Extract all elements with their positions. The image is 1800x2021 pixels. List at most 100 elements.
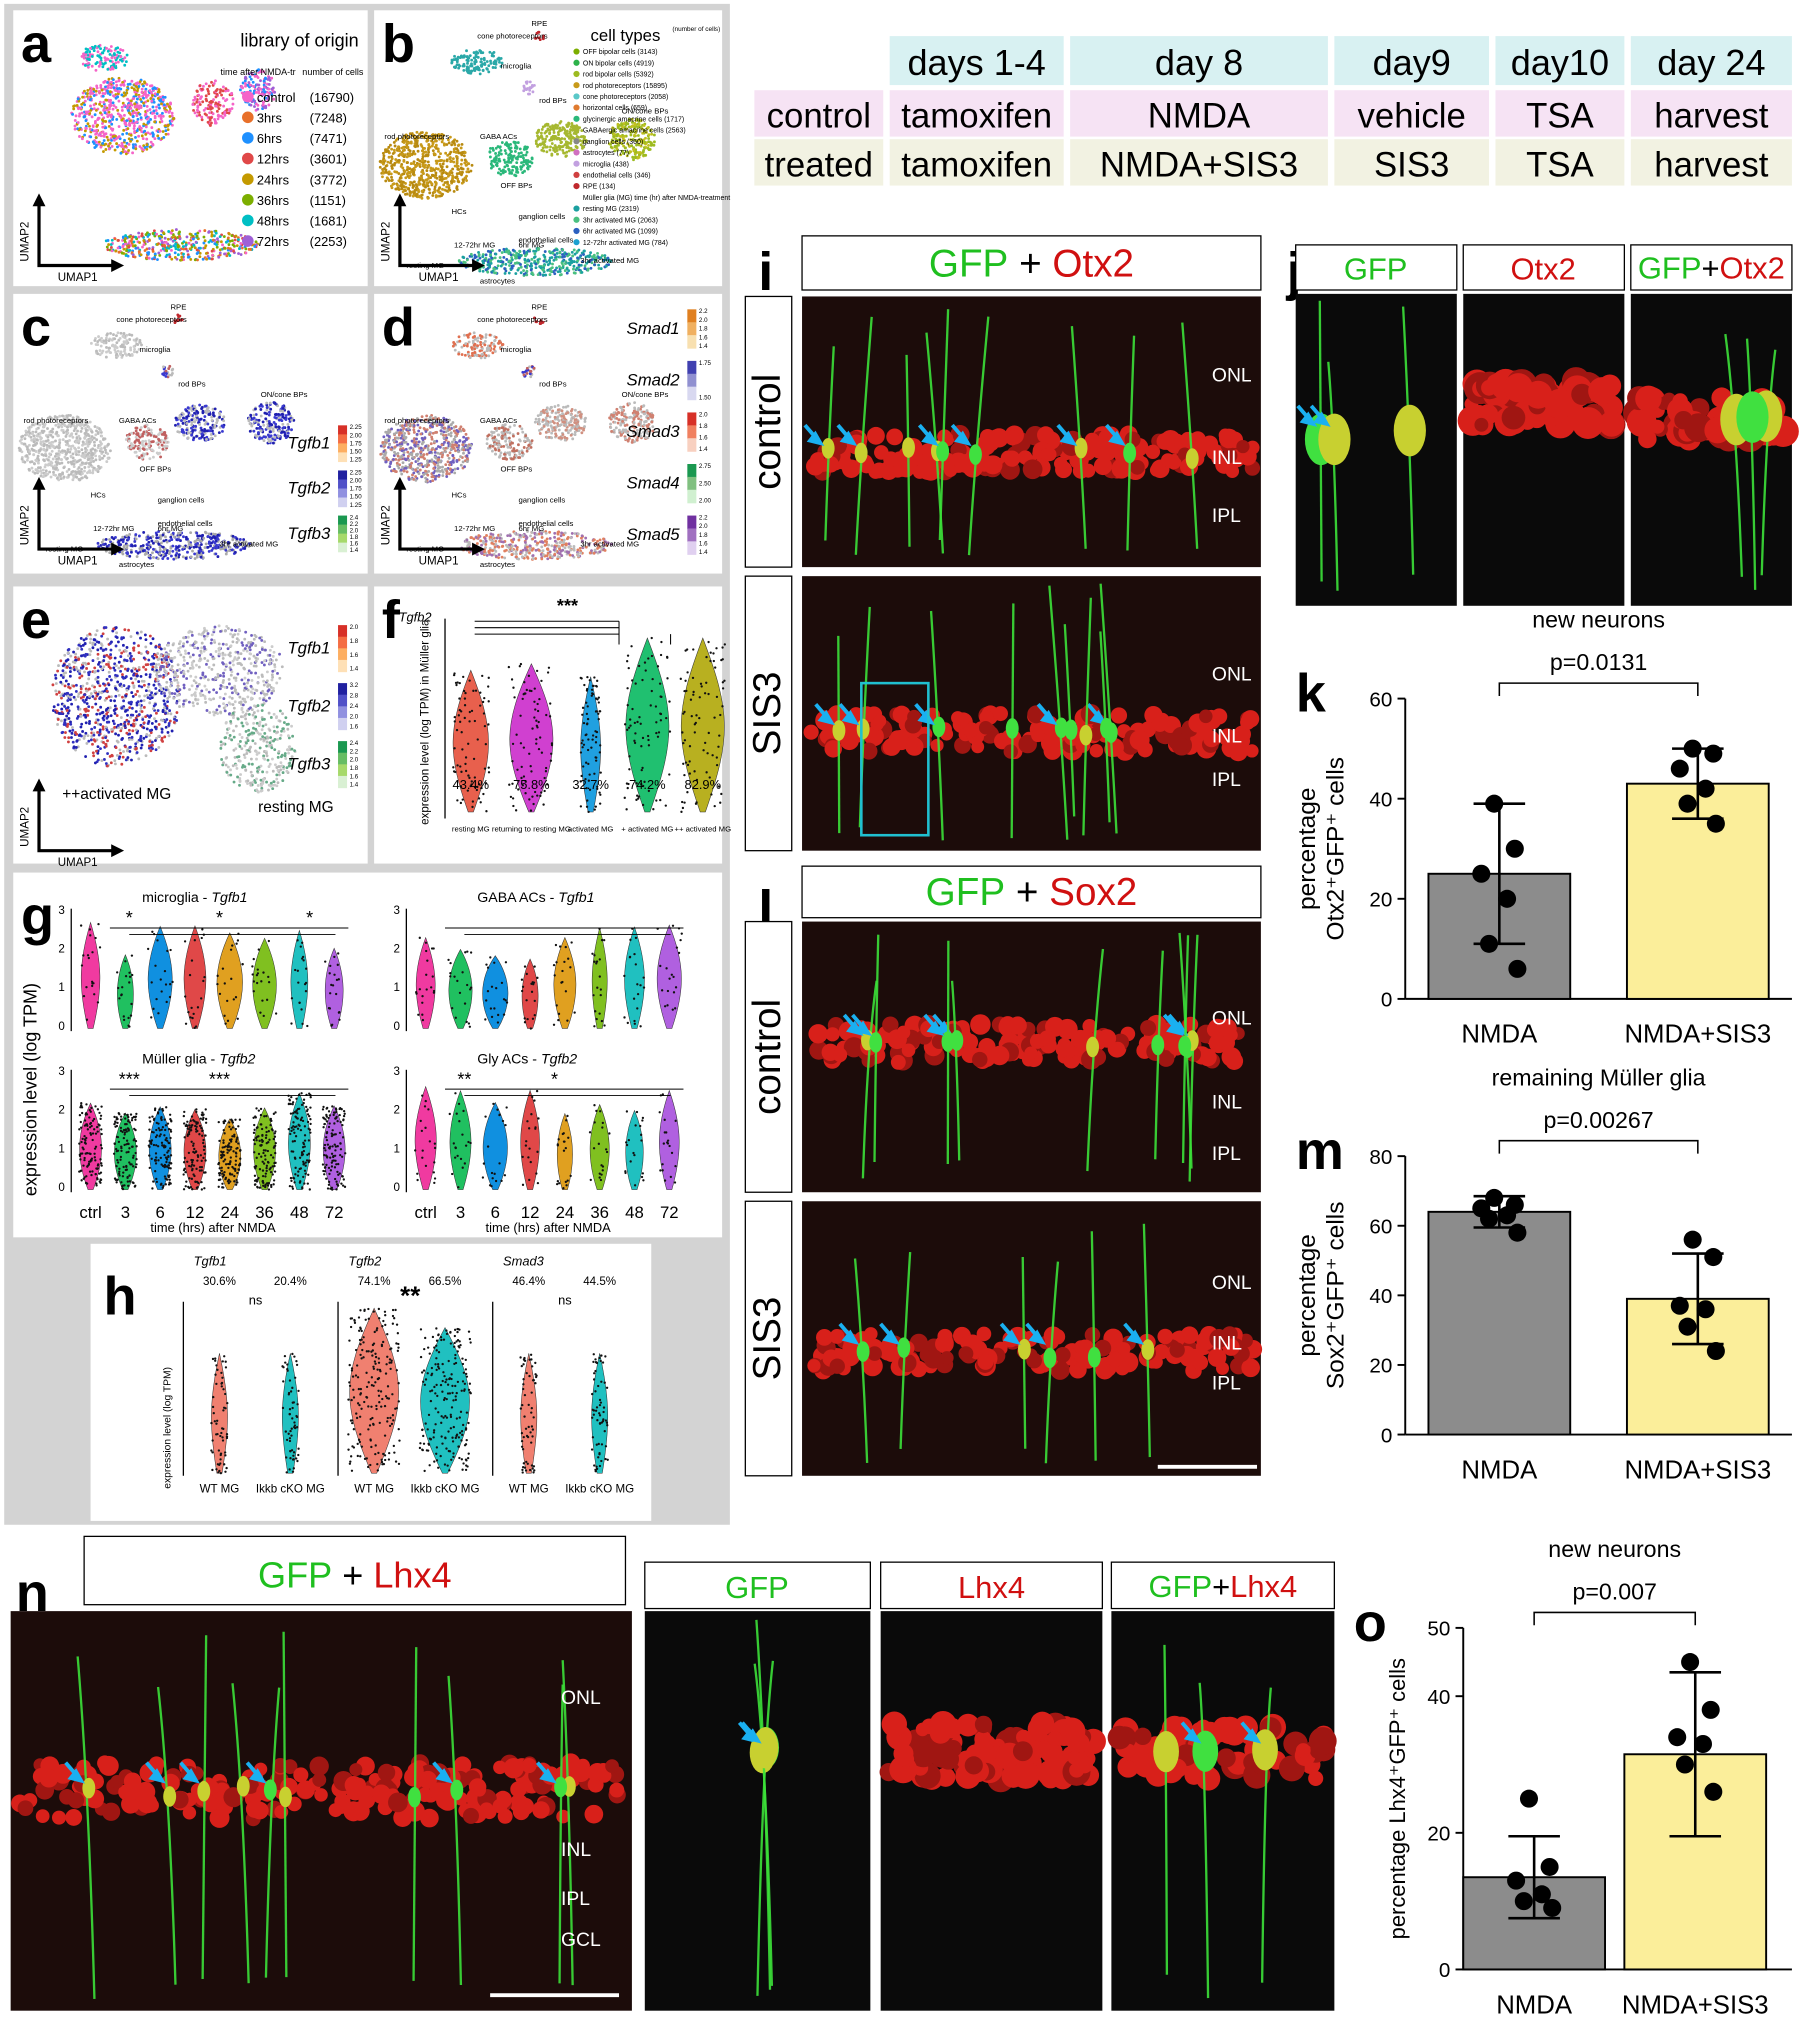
umap-point [424,186,427,189]
umap-point [162,115,165,118]
umap-point [522,89,525,92]
umap-point [137,118,140,121]
umap-point [573,125,576,128]
umap-point [206,429,209,432]
umap-point [414,145,417,148]
umap-point [461,143,464,146]
umap-point [514,150,517,153]
legend-dot [573,172,579,178]
umap-point [570,137,573,140]
umap-point [549,145,552,148]
umap-point [211,250,214,253]
legend-label: GABAergic amacrine cells (2563) [583,128,686,135]
umap-point [133,540,136,543]
umap-point [42,475,45,478]
umap-point [539,143,542,146]
umap-point [454,66,457,69]
umap-point [502,170,505,173]
umap-point [110,243,113,246]
umap-point [185,557,188,560]
umap-point [493,61,496,64]
umap-point [182,248,185,251]
umap-point [36,438,39,441]
umap-point [462,256,465,259]
umap-point [565,141,568,144]
umap-point [495,155,498,158]
umap-point [632,158,635,161]
cluster-label: GABA ACs [480,132,517,141]
umap-point [162,98,165,101]
umap-point [487,261,490,264]
umap-point [37,470,40,473]
umap-point [135,430,138,433]
umap-point [396,184,399,187]
umap-point [83,456,86,459]
umap-point [48,471,51,474]
umap-point [112,108,115,111]
umap-point [406,145,409,148]
umap-point [528,89,531,92]
umap-point [115,84,118,87]
umap-point [264,77,267,80]
umap-point [86,58,89,61]
legend-count: (1151) [310,193,346,208]
umap-point [182,555,185,558]
umap-point [131,112,134,115]
umap-point [182,240,185,243]
umap-point [161,120,164,123]
legend-dot [573,105,579,111]
umap-point [208,111,211,114]
umap-point [250,104,253,107]
umap-point [553,131,556,134]
umap-point [475,50,478,53]
umap-point [23,461,26,464]
umap-point [152,250,155,253]
umap-point [390,176,393,179]
umap-point [216,110,219,113]
umap-point [208,550,211,553]
umap-point [40,443,43,446]
umap-point [257,431,260,434]
umap-point [115,118,118,121]
umap-point [185,415,188,418]
umap-point [254,408,257,411]
umap-point [399,180,402,183]
umap-point [460,159,463,162]
umap-point [128,439,131,442]
umap-point [165,133,168,136]
umap-point [432,149,435,152]
umap-point [256,83,259,86]
umap-point [155,533,158,536]
umap-point [214,407,217,410]
umap-point [153,256,156,259]
umap-point [34,472,37,475]
umap-point [136,89,139,92]
cluster-label: HCs [451,207,466,216]
umap-point [141,547,144,550]
umap-point [182,245,185,248]
umap-point [113,139,116,142]
umap-point [119,543,122,546]
umap-point [45,454,48,457]
umap-point [52,446,55,449]
umap-point [508,153,511,156]
umap-point [425,169,428,172]
umap-point [153,120,156,123]
umap-point [138,236,141,239]
umap-point [151,535,154,538]
umap-point [196,90,199,93]
umap-point [190,555,193,558]
umap-point [434,185,437,188]
umap-point [89,421,92,424]
umap-point [183,434,186,437]
umap-point [58,450,61,453]
umap-point [222,89,225,92]
umap-point [240,253,243,256]
umap-point [199,103,202,106]
umap-point [121,552,124,555]
umap-point [456,157,459,160]
umap-point [126,552,129,555]
umap-point [576,259,579,262]
legend-dot [242,153,254,165]
umap-point [66,476,69,479]
